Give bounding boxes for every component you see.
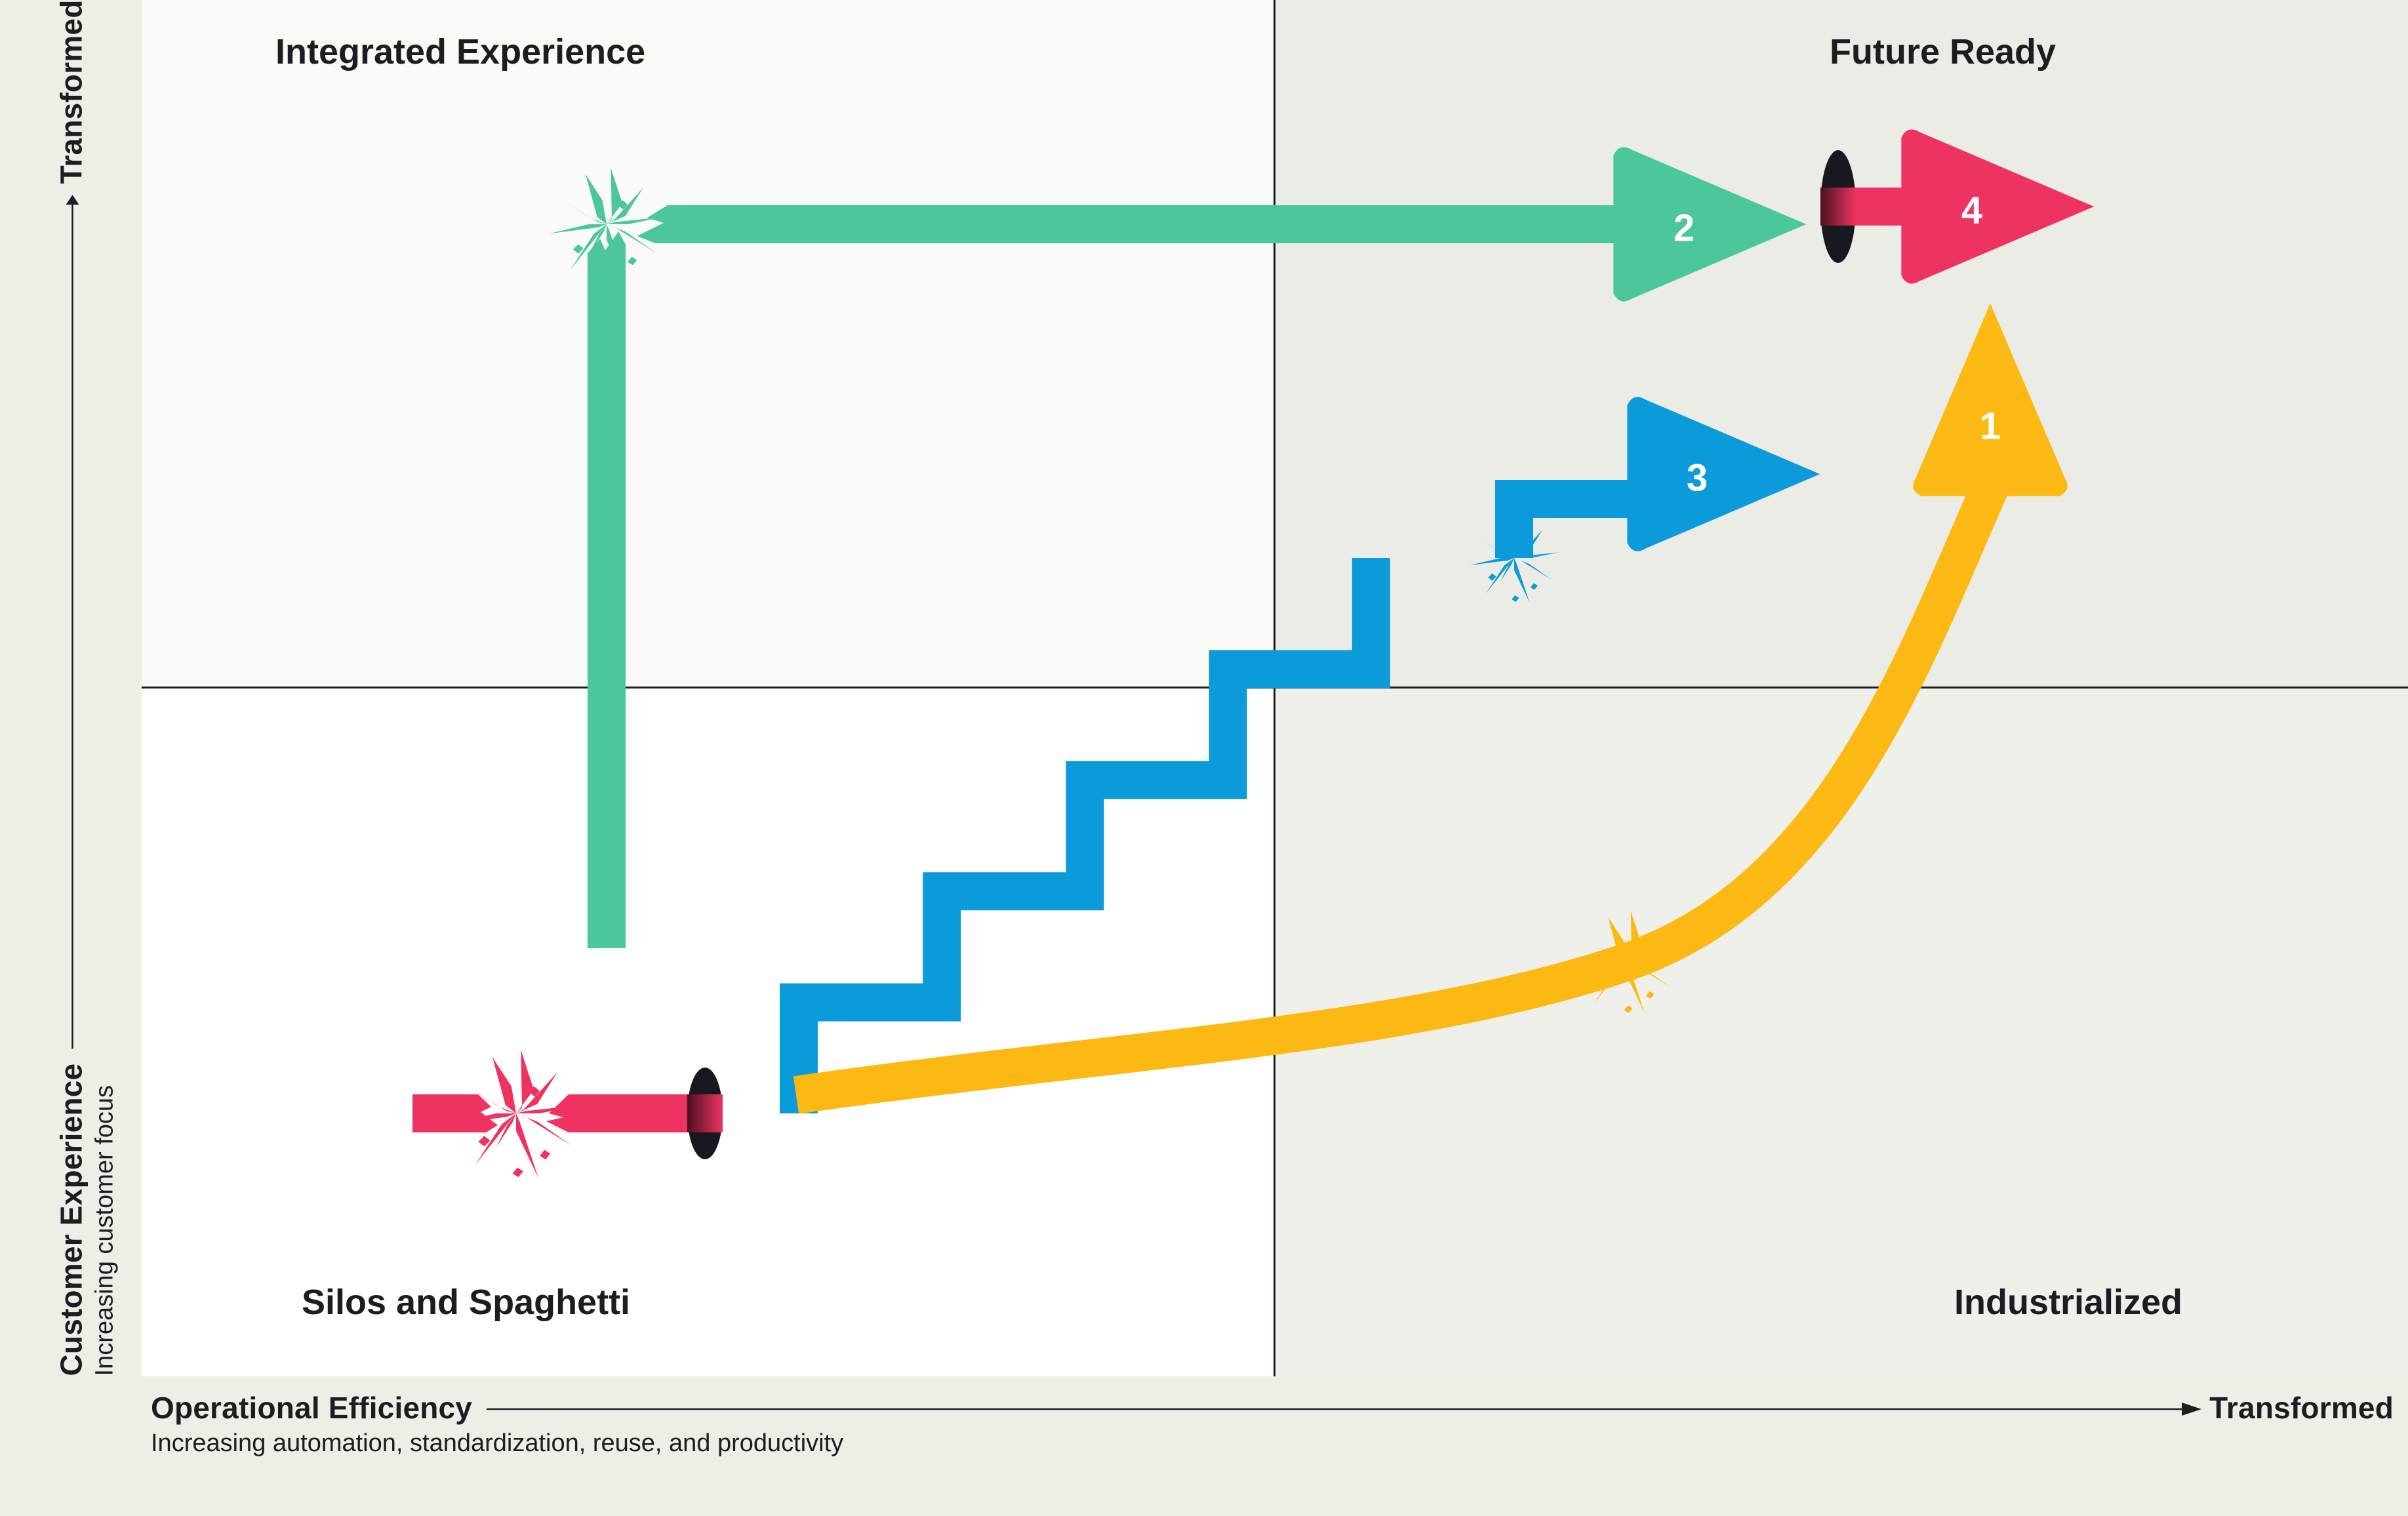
- svg-text:3: 3: [1687, 457, 1708, 500]
- svg-text:1: 1: [1980, 405, 2001, 448]
- svg-text:4: 4: [1961, 190, 1982, 232]
- svg-text:2: 2: [1674, 207, 1695, 250]
